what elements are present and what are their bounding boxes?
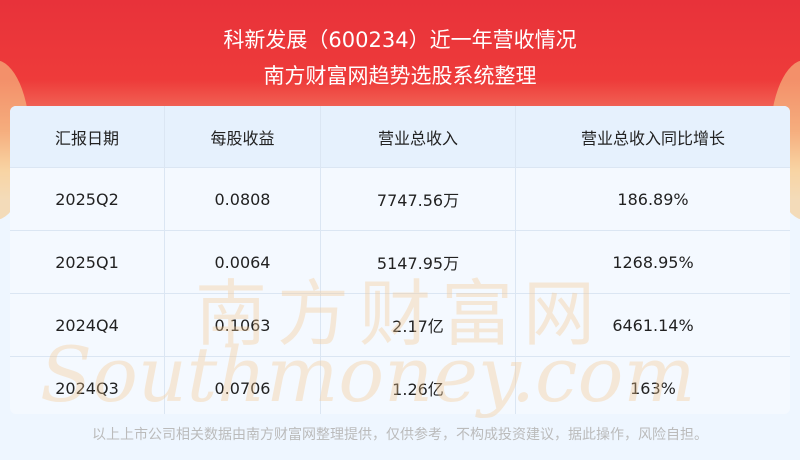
table-row: 2025Q1 0.0064 5147.95万 1268.95% (10, 231, 790, 294)
revenue-table: 汇报日期 每股收益 营业总收入 营业总收入同比增长 2025Q2 0.0808 … (10, 106, 790, 414)
table-header-row: 汇报日期 每股收益 营业总收入 营业总收入同比增长 (10, 106, 790, 168)
table-cell: 163% (630, 378, 676, 398)
table-cell: 0.0808 (165, 168, 321, 230)
table-cell: 1.26亿 (321, 357, 516, 414)
table-cell: 2025Q2 (10, 168, 165, 230)
table-cell: 5147.95万 (321, 231, 516, 293)
column-header: 营业总收入同比增长 (580, 128, 725, 148)
table-cell: 0.1063 (165, 294, 321, 356)
table-cell: 2025Q1 (10, 231, 165, 293)
table-cell: 2.17亿 (321, 294, 516, 356)
table-cell: 2024Q4 (10, 294, 165, 356)
table-row: 2025Q2 0.0808 7747.56万 186.89% (10, 168, 790, 231)
table-cell: 7747.56万 (321, 168, 516, 230)
table-cell: 0.0064 (165, 231, 321, 293)
table-cell: 186.89% (617, 189, 689, 209)
column-header: 每股收益 (165, 106, 321, 167)
table-cell: 6461.14% (612, 315, 694, 335)
page-title: 科新发展（600234）近一年营收情况 (223, 28, 577, 52)
disclaimer: 以上上市公司相关数据由南方财富网整理提供，仅供参考，不构成投资建议，据此操作，风… (92, 427, 708, 443)
table-cell: 1268.95% (612, 252, 694, 272)
table-row: 2024Q3 0.0706 1.26亿 163% (10, 357, 790, 414)
column-header: 营业总收入 (321, 106, 516, 167)
table-cell: 2024Q3 (10, 357, 165, 414)
column-header: 汇报日期 (10, 106, 165, 167)
page-subtitle: 南方财富网趋势选股系统整理 (263, 64, 537, 88)
table-row: 2024Q4 0.1063 2.17亿 6461.14% (10, 294, 790, 357)
table-cell: 0.0706 (165, 357, 321, 414)
